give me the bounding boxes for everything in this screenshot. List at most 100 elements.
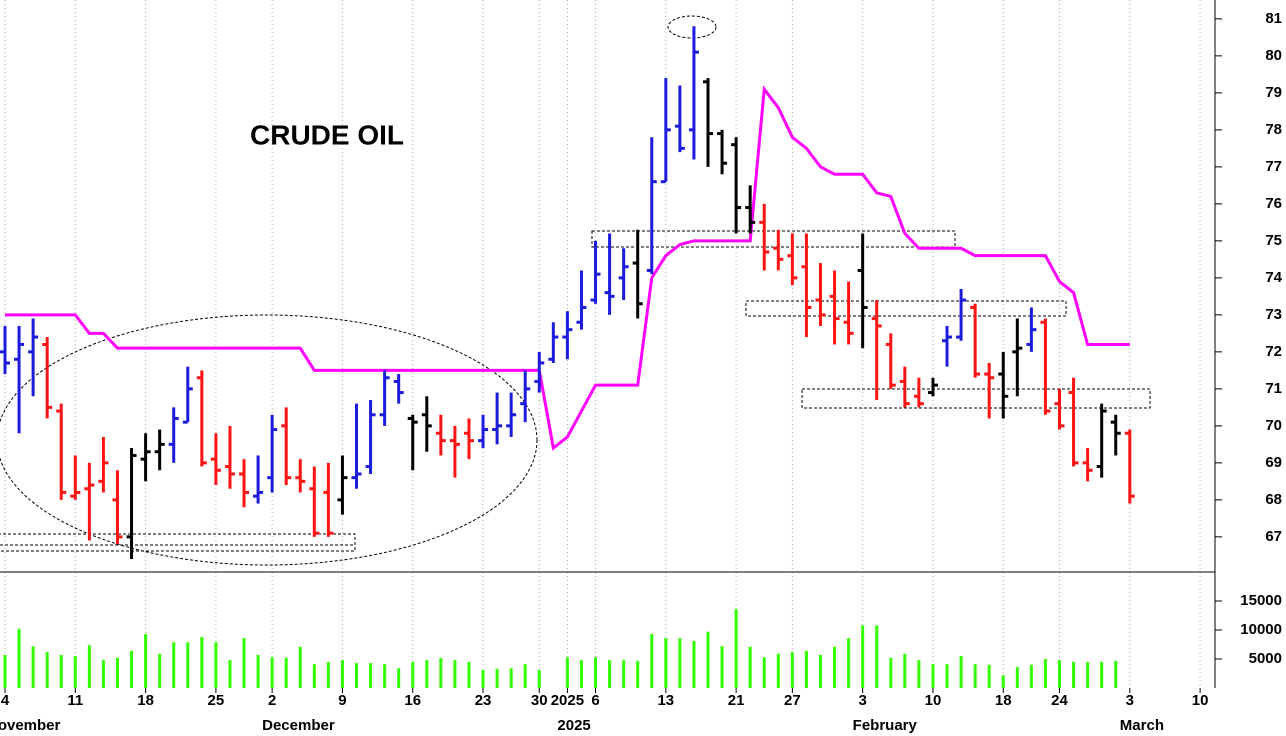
ohlc-bar <box>112 470 123 545</box>
ohlc-bar <box>196 370 207 467</box>
ohlc-bar <box>70 455 81 500</box>
volume-bar <box>59 654 63 688</box>
volume-bar <box>720 646 724 688</box>
ohlc-bar <box>885 333 896 389</box>
volume-bar <box>509 668 513 688</box>
ohlc-bar <box>435 414 446 456</box>
ohlc-bar <box>224 425 235 489</box>
volume-bar <box>495 668 499 688</box>
ohlc-bar <box>182 366 193 424</box>
volume-bar <box>790 652 794 688</box>
ohlc-bar <box>829 270 840 345</box>
y-tick-label: 76 <box>1265 195 1282 212</box>
ohlc-bar <box>787 233 798 286</box>
volume-bar <box>987 664 991 688</box>
volume-bar <box>833 646 837 688</box>
volume-bar <box>144 634 148 688</box>
volume-bar <box>622 660 626 688</box>
ohlc-bar <box>1040 318 1051 415</box>
x-tick-label: 10 <box>1192 692 1209 709</box>
volume-bar <box>214 642 218 688</box>
ohlc-bar <box>1068 377 1079 467</box>
ohlc-bar <box>984 362 995 419</box>
chart-title: CRUDE OIL <box>250 119 404 150</box>
annotation-box <box>745 300 1067 317</box>
ohlc-bar <box>731 137 742 234</box>
ohlc-bar <box>759 203 770 271</box>
volume-bar <box>242 638 246 688</box>
ohlc-bar <box>365 399 376 474</box>
ohlc-bar <box>42 337 53 419</box>
ohlc-bar <box>927 377 938 397</box>
volume-bar <box>270 657 274 688</box>
ohlc-bar <box>562 311 573 360</box>
volume-bar <box>3 654 7 688</box>
volume-bar <box>1043 659 1047 688</box>
y-tick-label: 73 <box>1265 306 1282 323</box>
y-tick-label: 69 <box>1265 454 1282 471</box>
annotation-box <box>801 388 1151 409</box>
ohlc-bar <box>534 351 545 393</box>
volume-bar <box>312 664 316 688</box>
y-tick-label: 68 <box>1265 491 1282 508</box>
ohlc-bar <box>393 374 404 404</box>
month-label: 2025 <box>557 717 590 734</box>
volume-bar <box>340 660 344 688</box>
y-tick-label: 80 <box>1265 47 1282 64</box>
volume-bar <box>453 660 457 688</box>
volume-bar <box>186 642 190 688</box>
volume-bar <box>847 638 851 688</box>
volume-bar <box>804 650 808 688</box>
ohlc-bar <box>1110 414 1121 456</box>
x-tick-label: 21 <box>728 692 745 709</box>
ohlc-bar <box>210 433 221 486</box>
y-tick-label: 78 <box>1265 121 1282 138</box>
annotation-ellipse <box>667 15 717 39</box>
volume-bar <box>748 646 752 688</box>
ohlc-bar <box>28 318 39 397</box>
y-tick-label: 5000 <box>1249 650 1282 667</box>
ohlc-bar <box>857 233 868 349</box>
volume-bar <box>973 664 977 688</box>
volume-bar <box>523 664 527 688</box>
ohlc-bar <box>267 414 278 493</box>
ohlc-bar <box>899 366 910 408</box>
ohlc-bar <box>154 429 165 471</box>
volume-bar <box>130 650 134 688</box>
volume-bar <box>397 668 401 688</box>
x-tick-label: 23 <box>475 692 492 709</box>
ohlc-bar <box>168 407 179 463</box>
annotation-box <box>591 230 956 248</box>
month-label: March <box>1120 717 1164 734</box>
volume-bar <box>73 656 77 688</box>
month-label: December <box>262 717 335 734</box>
ohlc-bar <box>843 281 854 345</box>
ohlc-bar <box>703 78 713 167</box>
ohlc-bar <box>548 322 559 363</box>
volume-bar <box>608 660 612 688</box>
volume-bar <box>369 663 373 688</box>
volume-bar <box>284 657 288 688</box>
x-tick-label: 10 <box>925 692 942 709</box>
volume-bar <box>172 642 176 688</box>
ohlc-bar <box>492 392 503 445</box>
ohlc-bar <box>801 233 812 338</box>
ohlc-bar <box>463 418 474 460</box>
ohlc-bar <box>745 185 756 234</box>
ohlc-bar <box>970 303 981 378</box>
volume-bar <box>818 654 822 688</box>
volume-bar <box>861 625 865 688</box>
y-tick-label: 67 <box>1265 528 1282 545</box>
ohlc-bar <box>126 448 137 560</box>
volume-bar <box>889 657 893 688</box>
ohlc-bar <box>660 78 671 184</box>
ohlc-bar <box>56 403 67 500</box>
annotation-box <box>0 533 356 552</box>
x-tick-label: 3 <box>858 692 866 709</box>
volume-bar <box>45 652 49 688</box>
ohlc-bar <box>478 414 489 449</box>
volume-bar <box>439 657 443 688</box>
ohlc-bar <box>253 455 264 504</box>
